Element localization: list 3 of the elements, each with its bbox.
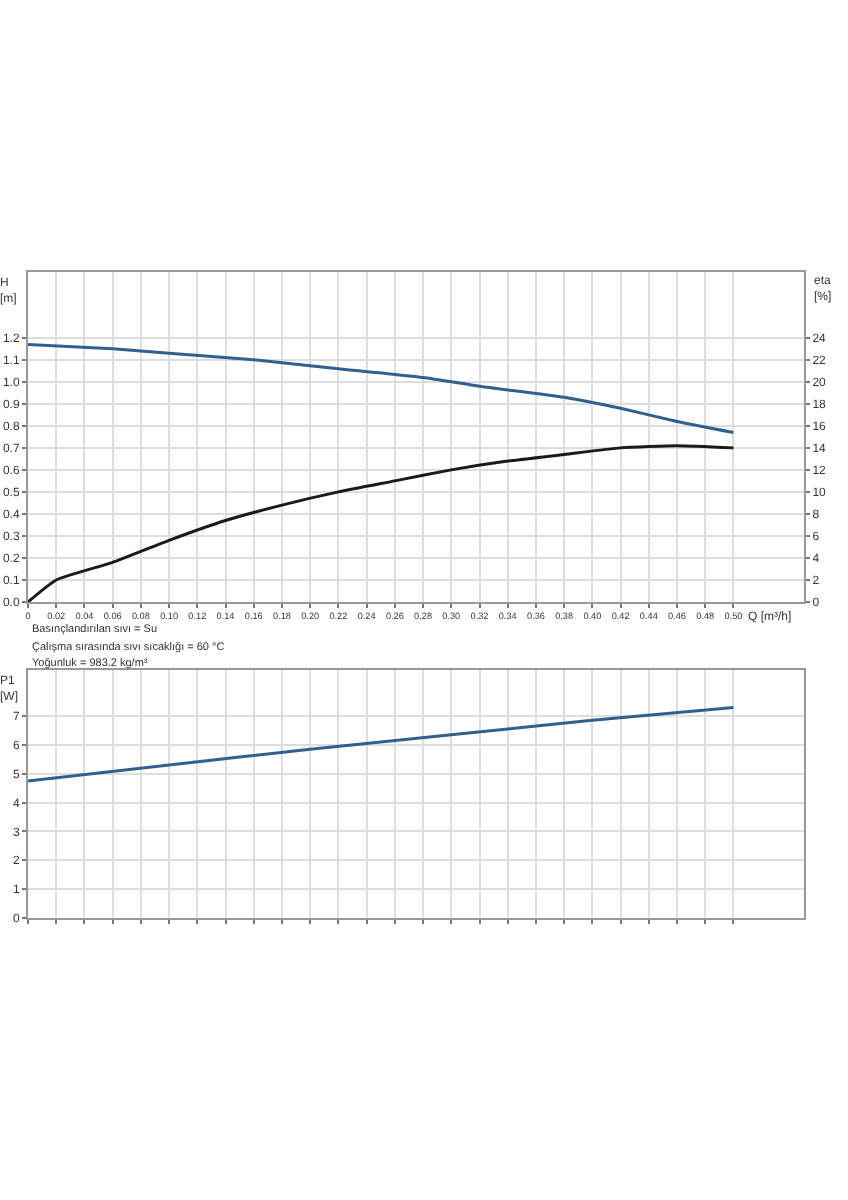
line-series [28,444,735,602]
line-series [28,705,735,783]
line-series [28,342,735,434]
